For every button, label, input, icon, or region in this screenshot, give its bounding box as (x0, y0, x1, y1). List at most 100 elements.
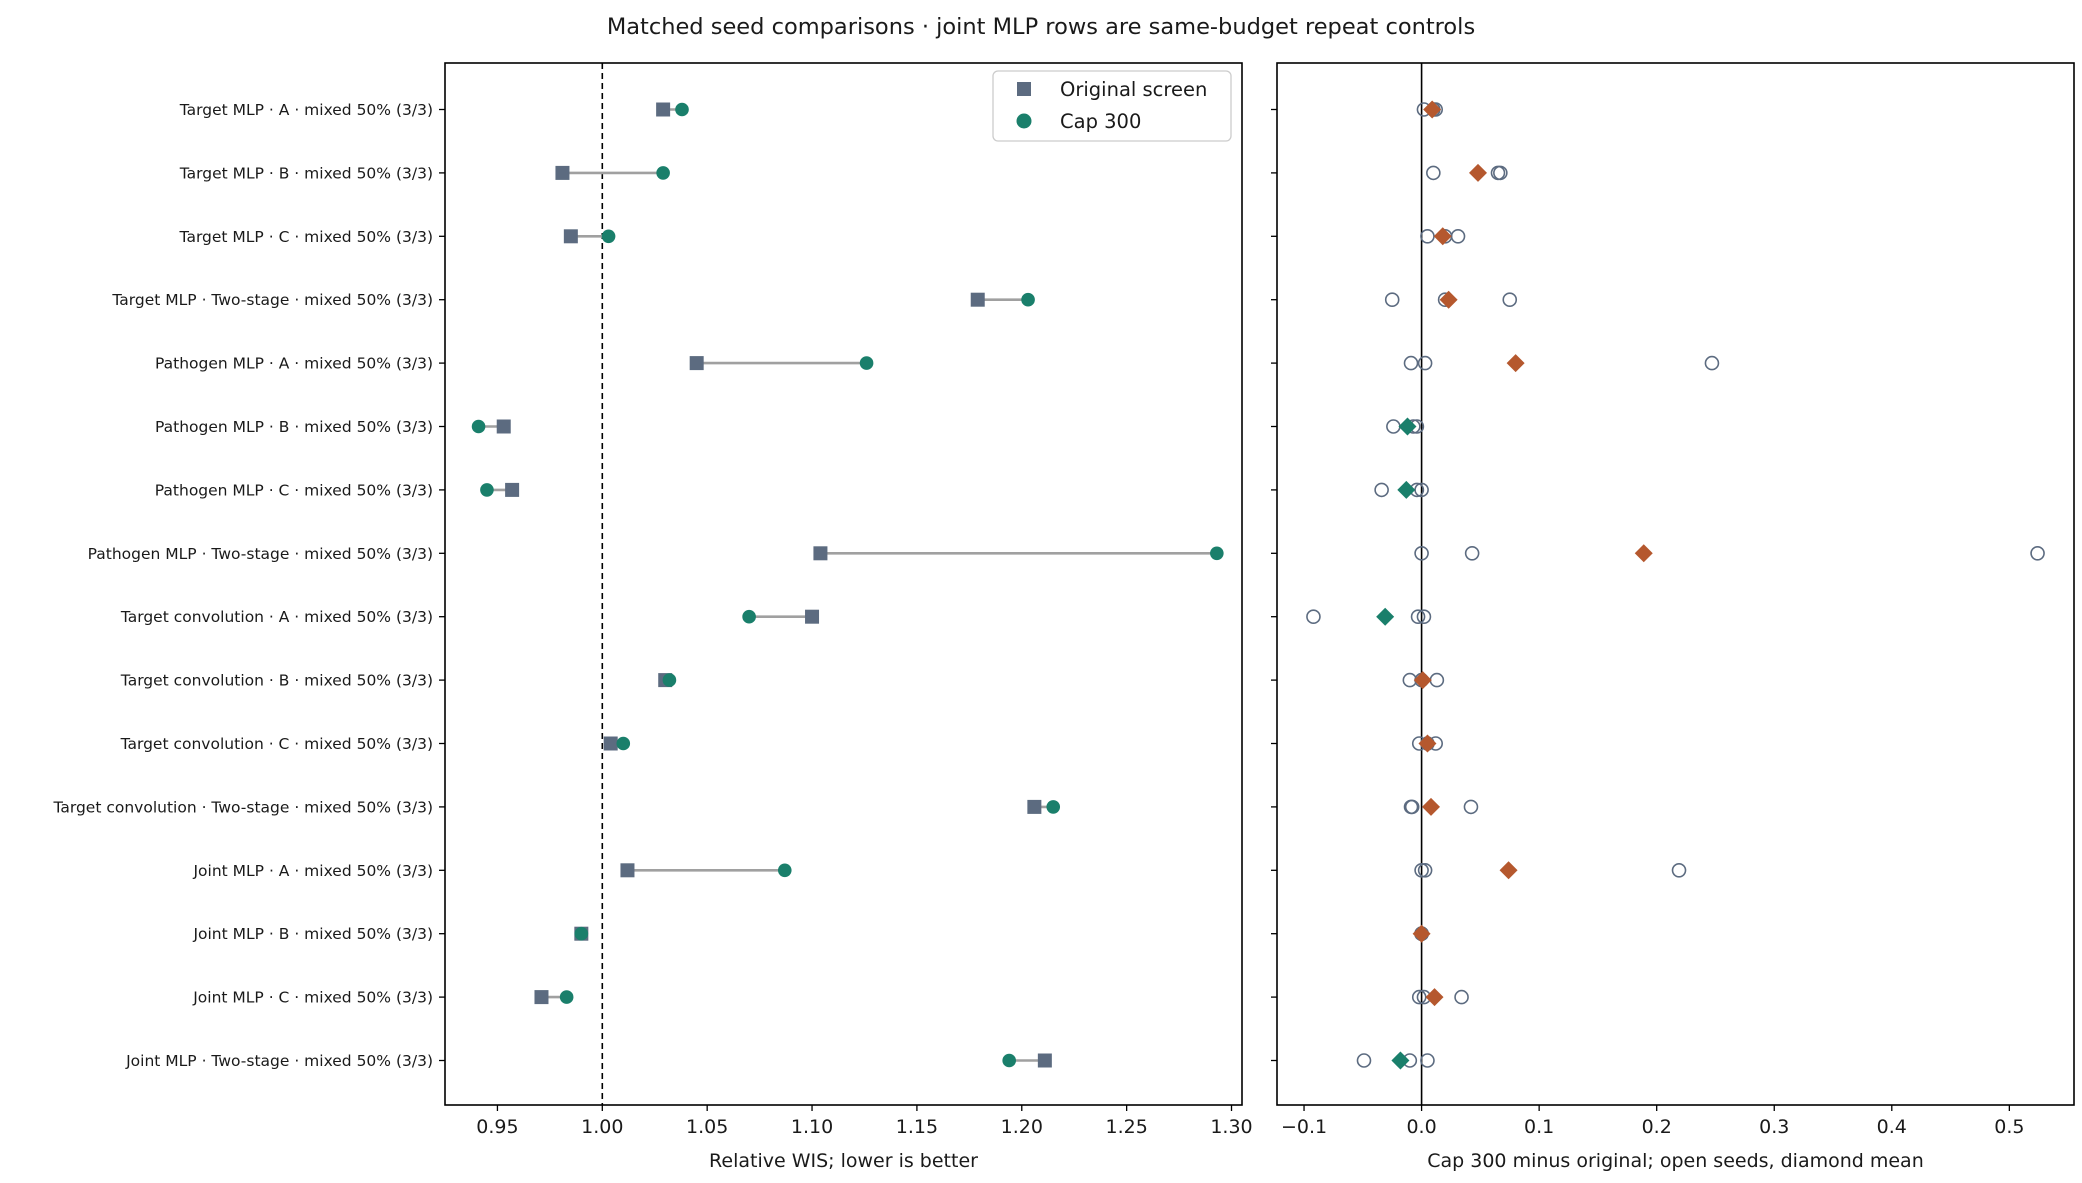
right-marks (1306, 100, 2045, 1070)
left-panel: Target MLP · A · mixed 50% (3/3) Target M… (52, 62, 1253, 1172)
seed-marker (1416, 609, 1432, 625)
left-x-ticks: 0.95 1.00 1.05 1.10 1.15 1.20 1.25 1.30 (476, 1105, 1253, 1138)
cap300-marker (742, 609, 756, 624)
y-tick-label: Target MLP · A · mixed 50% (3/3) (179, 101, 433, 119)
mean-diamond (1376, 607, 1395, 626)
cap300-marker (662, 673, 677, 687)
right-x-axis-label: Cap 300 minus original; open seeds, diam… (1427, 1150, 1924, 1172)
original-marker (505, 482, 520, 497)
original-marker (656, 102, 671, 117)
left-x-tick-label: 1.25 (1105, 1116, 1147, 1138)
seed-marker (1429, 672, 1445, 688)
mean-diamond (1439, 290, 1458, 309)
cap300-marker (859, 356, 874, 370)
left-x-tick-label: 1.15 (896, 1116, 938, 1138)
mean-diamond (1418, 734, 1437, 753)
seed-marker (1403, 355, 1419, 371)
right-x-tick-label: 0.3 (1759, 1116, 1789, 1138)
left-x-tick-label: 1.20 (1001, 1116, 1043, 1138)
seed-marker (1420, 1053, 1435, 1068)
legend-label-original: Original screen (1060, 78, 1207, 101)
original-marker (1027, 799, 1042, 814)
y-tick-label: Joint MLP · B · mixed 50% (3/3) (192, 925, 433, 943)
legend: Original screen Cap 300 (992, 70, 1232, 142)
seed-marker (1306, 609, 1321, 625)
original-marker (970, 292, 985, 307)
seed-marker (1671, 862, 1687, 878)
mean-diamond (1506, 354, 1525, 373)
y-tick-label: Target convolution · C · mixed 50% (3/3) (120, 735, 433, 753)
y-tick-label: Pathogen MLP · A · mixed 50% (3/3) (155, 355, 433, 373)
cap300-marker (1046, 800, 1061, 814)
original-marker (813, 546, 828, 561)
seed-marker (1464, 545, 1480, 561)
seed-marker (1414, 862, 1429, 878)
seed-marker (1414, 545, 1429, 561)
seed-marker (1410, 609, 1426, 625)
original-marker (603, 736, 618, 751)
mean-diamond (1412, 924, 1431, 943)
y-tick-label: Target MLP · Two-stage · mixed 50% (3/3) (111, 291, 433, 309)
y-tick-label: Target convolution · B · mixed 50% (3/3) (120, 672, 433, 690)
left-plot-frame (444, 62, 1243, 1106)
seed-marker (1454, 989, 1469, 1005)
mean-diamond (1425, 988, 1444, 1007)
original-marker (496, 419, 511, 434)
seed-marker (1502, 292, 1518, 308)
y-tick-label: Target MLP · C · mixed 50% (3/3) (179, 228, 433, 246)
mean-diamond (1433, 227, 1452, 246)
y-tick-label: Pathogen MLP · Two-stage · mixed 50% (3/… (88, 545, 433, 563)
mean-diamond (1398, 417, 1417, 436)
left-x-tick-label: 1.00 (581, 1116, 623, 1138)
right-x-tick-label: 0.0 (1406, 1116, 1436, 1138)
mean-diamond (1634, 544, 1653, 563)
seed-marker (1493, 165, 1508, 181)
y-tick-label: Target convolution · Two-stage · mixed 5… (52, 798, 433, 816)
y-tick-label: Joint MLP · C · mixed 50% (3/3) (192, 989, 433, 1007)
seed-marker (1420, 229, 1435, 244)
legend-circle-marker (1016, 113, 1032, 129)
y-tick-label: Target convolution · A · mixed 50% (3/3) (120, 608, 433, 626)
seed-marker (2030, 545, 2045, 561)
seed-marker (1426, 165, 1441, 181)
right-x-tick-label: −0.1 (1281, 1116, 1327, 1138)
seed-marker (1374, 482, 1389, 498)
legend-box (992, 70, 1232, 142)
y-tick-label: Pathogen MLP · B · mixed 50% (3/3) (155, 418, 433, 436)
right-x-ticks: −0.1 0.0 0.1 0.2 0.3 0.4 0.5 (1281, 1105, 2024, 1138)
cap300-marker (1002, 1053, 1016, 1068)
left-x-tick-label: 0.95 (476, 1116, 518, 1138)
cap300-marker (777, 863, 792, 878)
seed-marker (1384, 292, 1400, 308)
cap300-marker (616, 736, 631, 751)
right-x-tick-label: 0.1 (1524, 1116, 1554, 1138)
left-x-tick-label: 1.05 (686, 1116, 728, 1138)
mean-diamond (1423, 100, 1442, 119)
mean-diamond (1391, 1051, 1410, 1070)
right-y-ticks (1271, 108, 1277, 1062)
y-tick-label: Pathogen MLP · C · mixed 50% (3/3) (155, 481, 433, 499)
seed-marker (1417, 355, 1433, 371)
original-marker (620, 863, 635, 878)
original-marker (1037, 1053, 1052, 1068)
left-x-tick-label: 1.30 (1210, 1116, 1252, 1138)
cap300-marker (574, 926, 589, 941)
cap300-marker (1021, 292, 1035, 307)
cap300-marker (480, 483, 494, 497)
cap300-marker (1210, 546, 1224, 561)
right-x-tick-label: 0.2 (1642, 1116, 1672, 1138)
chart-title: Matched seed comparisons · joint MLP row… (607, 14, 1475, 40)
seed-marker (1386, 419, 1401, 434)
mean-diamond (1469, 163, 1488, 182)
left-marks (471, 102, 1224, 1068)
seed-marker (1404, 799, 1420, 815)
original-marker (689, 356, 704, 371)
mean-diamond (1499, 861, 1518, 880)
cap300-marker (471, 419, 486, 434)
seed-marker (1417, 862, 1433, 878)
mean-diamond (1413, 671, 1432, 690)
cap300-marker (656, 166, 670, 180)
original-marker (805, 609, 820, 624)
cap300-marker (601, 229, 616, 244)
